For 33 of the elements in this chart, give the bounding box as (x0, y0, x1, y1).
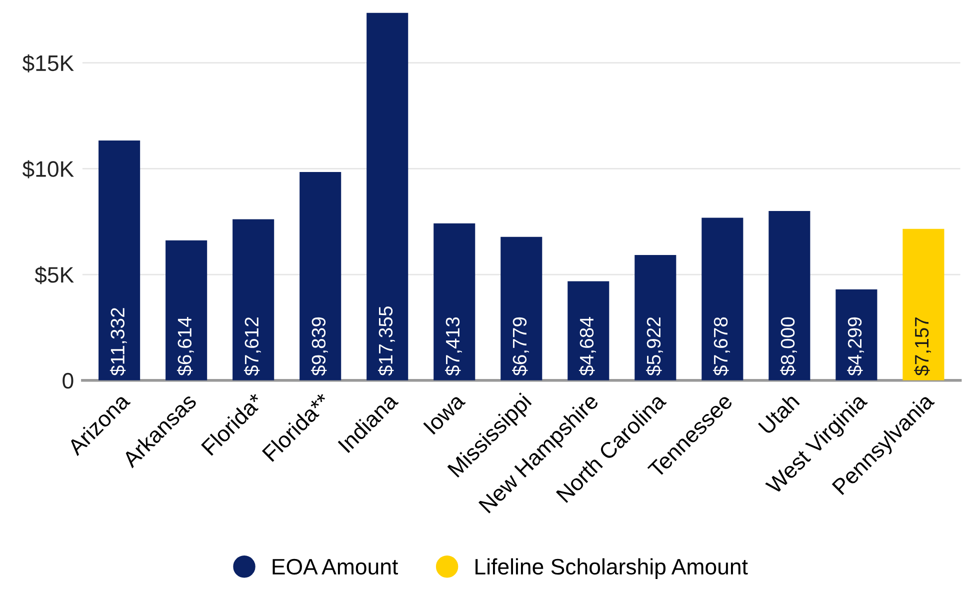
y-tick-label: 0 (62, 372, 74, 389)
data-label: $7,678 (713, 317, 730, 376)
data-label: $7,157 (914, 317, 931, 376)
data-label: $9,839 (310, 317, 328, 376)
bar (634, 254, 676, 380)
bar (98, 140, 140, 380)
bar (166, 240, 208, 380)
data-label: $5,922 (646, 317, 663, 376)
bar (702, 218, 744, 380)
data-label: $6,779 (512, 317, 529, 376)
bar (902, 228, 944, 380)
bar (836, 289, 878, 380)
bar (434, 223, 476, 380)
bar (768, 210, 810, 380)
data-label: $4,299 (847, 317, 864, 376)
bar (366, 12, 408, 380)
bar (232, 219, 274, 380)
data-label: $7,612 (244, 317, 261, 376)
bar (500, 236, 542, 380)
bar (300, 172, 342, 380)
data-label: $11,332 (110, 308, 127, 376)
data-label: $6,614 (176, 317, 194, 376)
x-tick-label: Utah (757, 392, 800, 435)
y-tick-label: $5K (34, 266, 74, 284)
data-label: $7,413 (444, 317, 462, 376)
legend-label: EOA Amount (272, 558, 398, 575)
legend-label: Lifeline Scholarship Amount (476, 558, 748, 579)
bar (568, 281, 610, 380)
y-tick-label: $15K (22, 54, 74, 72)
data-label: $8,000 (780, 317, 797, 376)
data-label: $17,355 (378, 306, 395, 376)
data-label: $4,684 (579, 317, 596, 376)
y-tick-label: $10K (22, 160, 74, 178)
